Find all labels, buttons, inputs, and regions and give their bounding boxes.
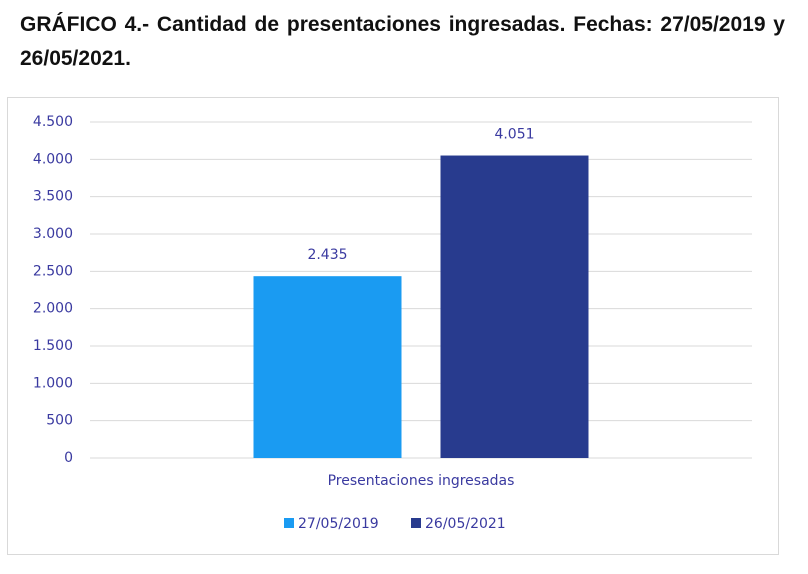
y-tick-label: 4.000 [33, 151, 73, 167]
value-label: 2.435 [307, 247, 347, 263]
y-tick-label: 1.500 [33, 338, 73, 354]
legend-label: 27/05/2019 [298, 516, 379, 532]
x-tick-label: Presentaciones ingresadas [328, 473, 515, 489]
y-tick-label: 1.000 [33, 375, 73, 391]
legend-label: 26/05/2021 [425, 516, 506, 532]
legend-swatch [411, 518, 421, 528]
value-label: 4.051 [494, 127, 534, 143]
y-tick-label: 3.000 [33, 226, 73, 242]
chart-title: GRÁFICO 4.- Cantidad de presentaciones i… [20, 13, 785, 70]
y-tick-label: 2.000 [33, 301, 73, 317]
y-tick-label: 0 [64, 450, 73, 466]
y-tick-label: 2.500 [33, 263, 73, 279]
legend-swatch [284, 518, 294, 528]
y-tick-label: 500 [46, 413, 73, 429]
bar [253, 276, 402, 458]
y-tick-label: 3.500 [33, 189, 73, 205]
chart-border [7, 97, 779, 555]
y-tick-label: 4.500 [33, 114, 73, 130]
bar [440, 155, 589, 458]
